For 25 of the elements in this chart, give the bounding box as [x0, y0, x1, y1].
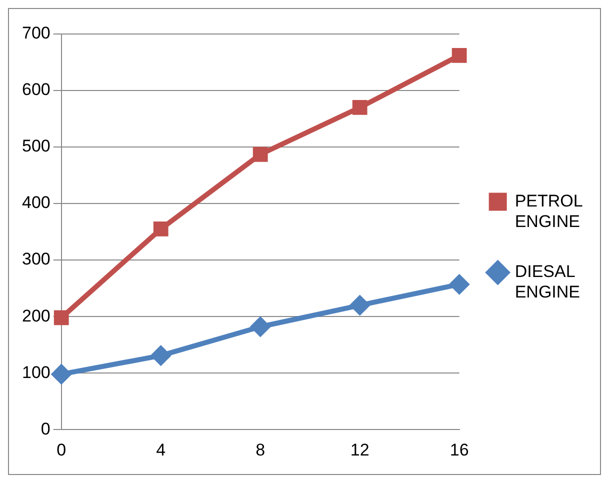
y-tick-label: 300: [22, 250, 50, 269]
x-tick-label: 8: [256, 440, 266, 460]
y-tick-label: 700: [22, 24, 50, 43]
point: [452, 48, 467, 63]
x-tick-label: 0: [56, 440, 66, 460]
x-tick-label: 4: [156, 440, 166, 460]
point: [350, 296, 370, 315]
point: [151, 346, 170, 366]
point: [250, 317, 270, 336]
y-tick-label: 400: [22, 193, 50, 212]
y-tick-label: 100: [22, 362, 50, 382]
point: [54, 310, 69, 326]
y-tick-label: 500: [22, 136, 50, 156]
y-tick-label: 600: [22, 80, 50, 100]
point: [450, 274, 469, 294]
y-tick-label: 200: [22, 306, 50, 326]
y-tick-label: 0: [40, 419, 50, 438]
legend-label: PETROL ENGINE: [514, 191, 583, 231]
point: [153, 222, 168, 236]
legend-label: DIESAL ENGINE: [514, 262, 580, 302]
point: [252, 146, 268, 162]
x-tick-label: 12: [350, 440, 370, 460]
point: [352, 100, 368, 115]
point: [52, 364, 71, 384]
x-tick-label: 16: [450, 440, 469, 460]
